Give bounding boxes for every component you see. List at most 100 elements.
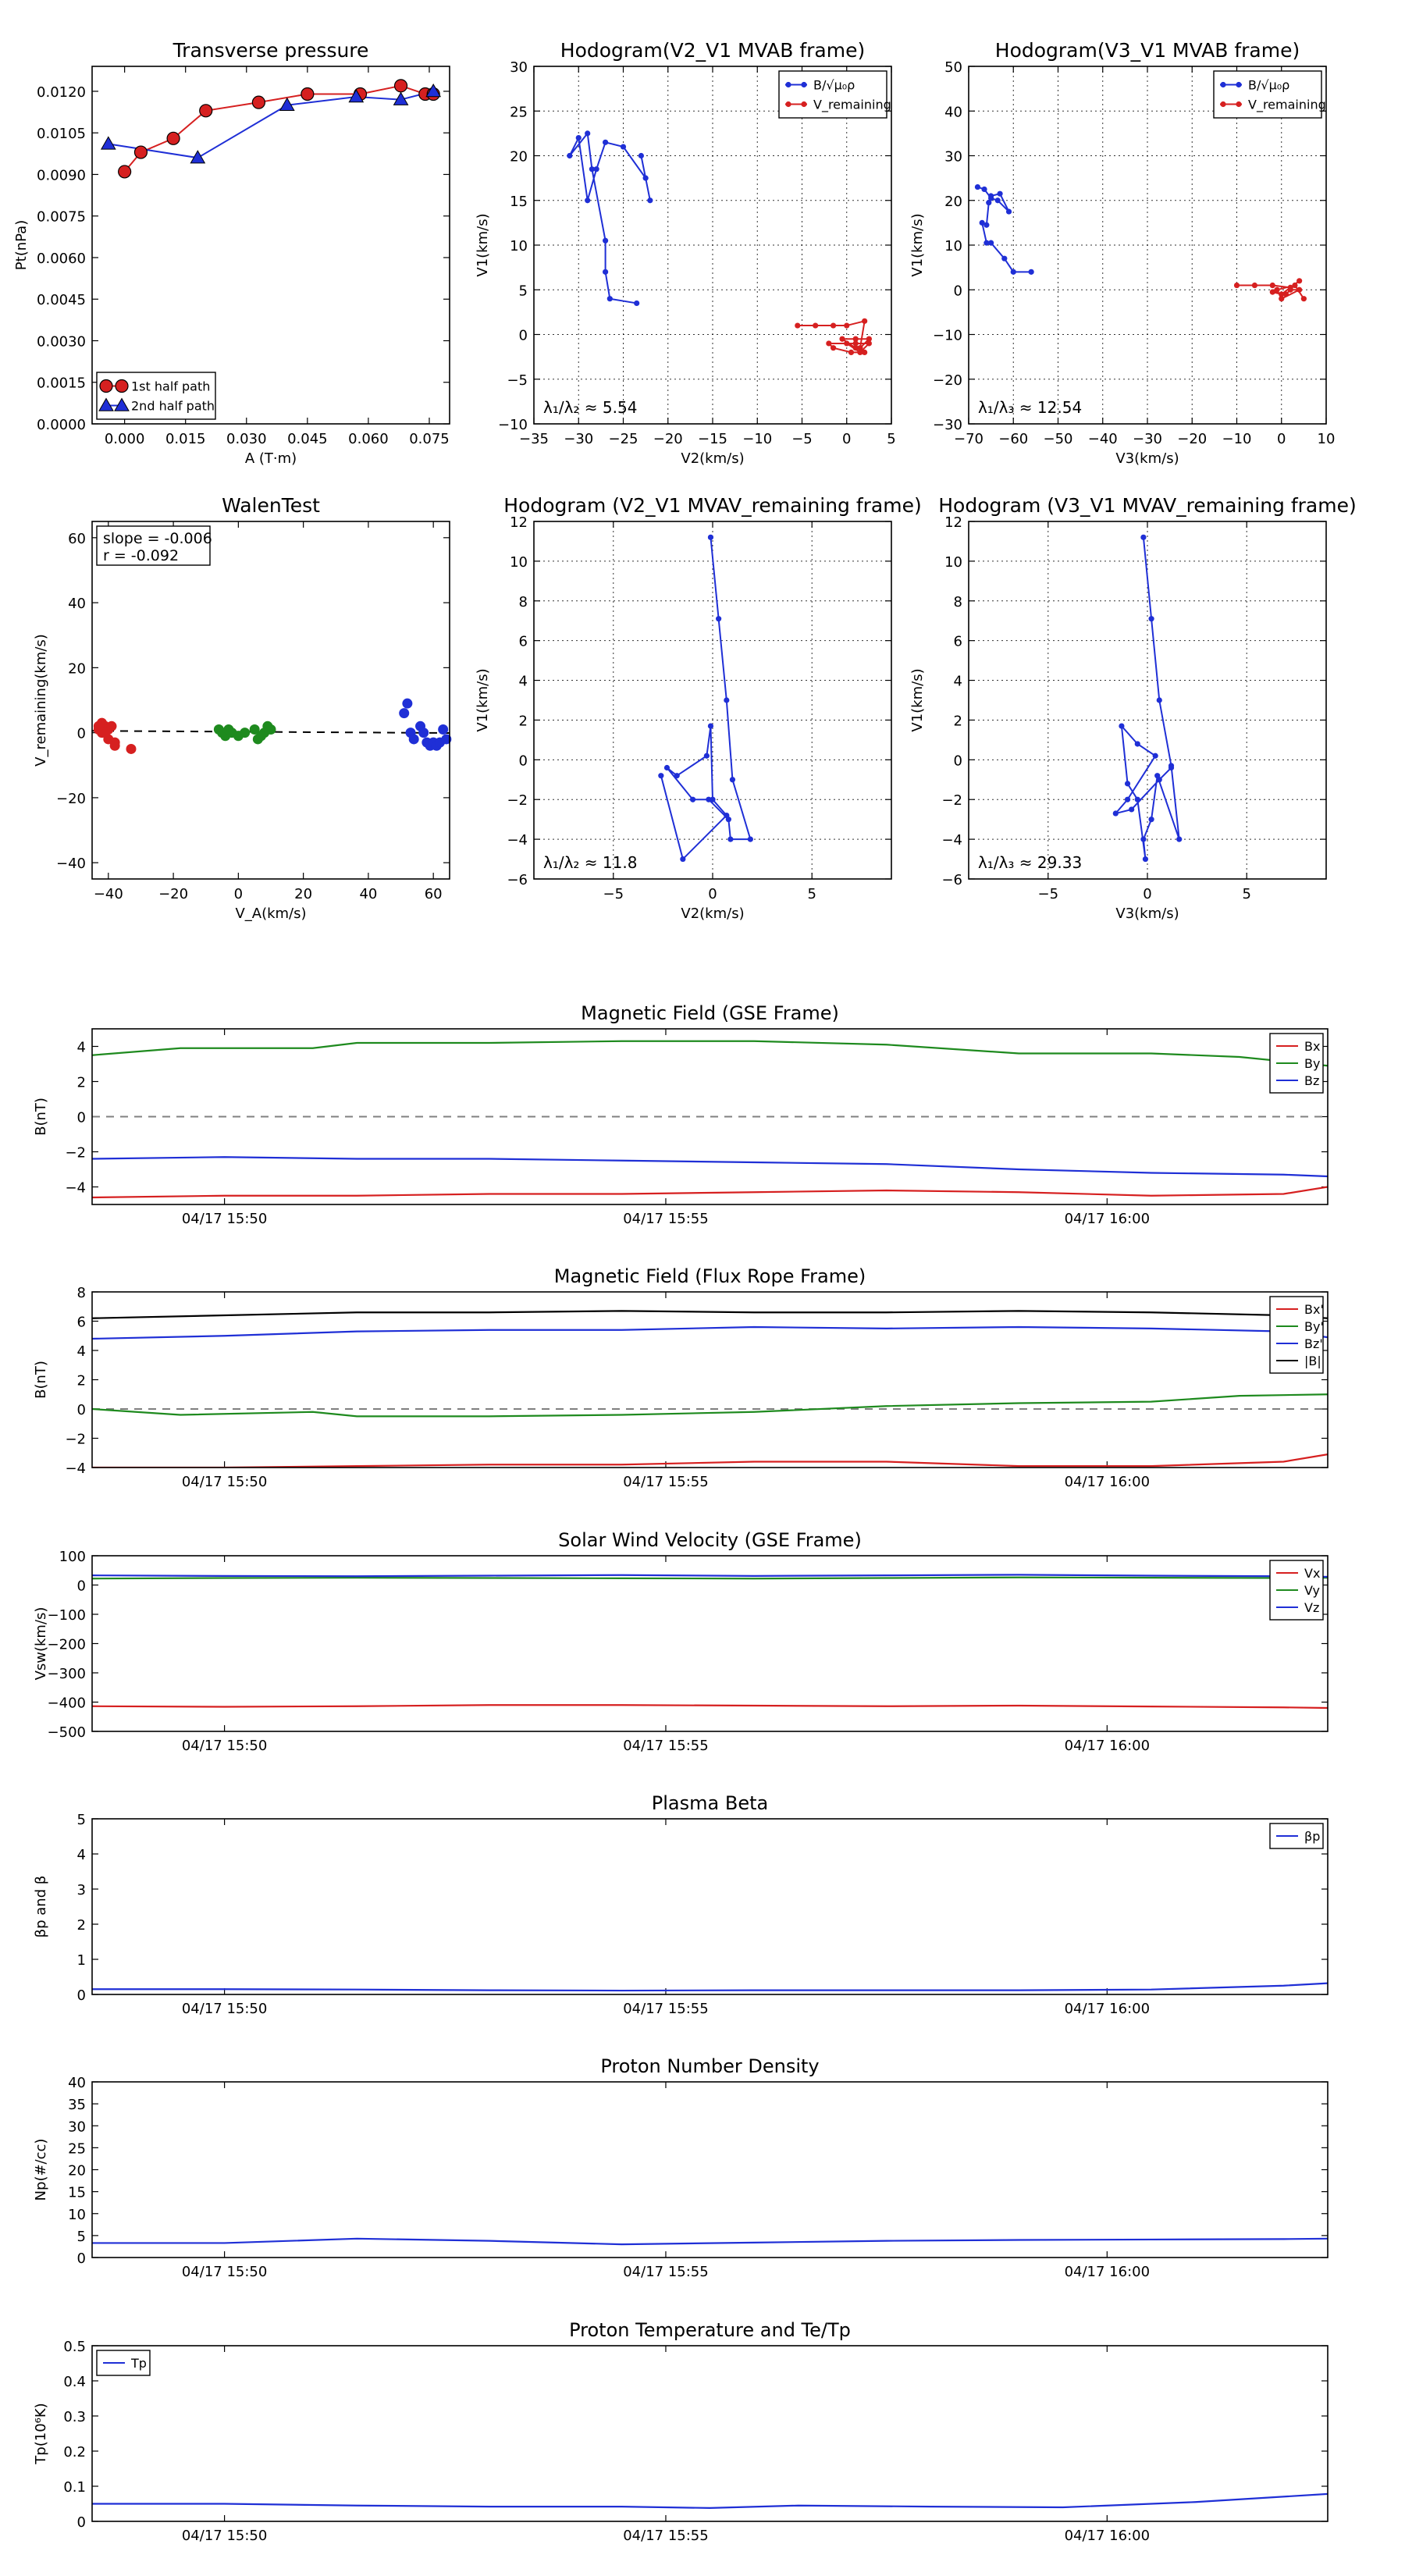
hodo1-series-b--point	[606, 296, 613, 302]
hodo1-series-b--point	[585, 197, 591, 204]
walen-series-s0-point	[126, 743, 137, 754]
hodo1-legend-label: V_remaining	[813, 98, 891, 113]
hodo2-xtick-label: −70	[954, 431, 984, 447]
temp-ytick-label: 0.2	[63, 2444, 86, 2460]
bfr-ytick-label: −2	[65, 1432, 86, 1448]
tp-series-1st-half-path-point	[301, 87, 315, 101]
np-frame	[91, 2081, 1329, 2258]
hodo3-series-s0-point	[716, 616, 722, 622]
hodo2-xlabel: V3(km/s)	[1115, 450, 1179, 467]
hodo4-series-s0-point	[1129, 806, 1135, 813]
hodo4-xtick-label: 5	[1242, 886, 1250, 902]
hodo3-series-s0-point	[689, 796, 696, 802]
hodo2-legend-marker	[1220, 81, 1226, 88]
vsw-xtick-label: 04/17 15:50	[182, 1738, 267, 1754]
temp-series-tp-line	[92, 2492, 1328, 2510]
hodo1-ylabel: V1(km/s)	[475, 213, 491, 276]
tp-xtick-label: 0.060	[348, 431, 389, 447]
hodo2-series-v-remaining-point	[1274, 286, 1280, 293]
hodo3-series-s0-point	[680, 856, 686, 863]
vsw-series-vx-line	[92, 1704, 1328, 1710]
hodo1-series-v-remaining-point	[852, 345, 859, 351]
vsw-ytick-label: −100	[48, 1607, 86, 1624]
bgse-ytick-label: 4	[77, 1040, 86, 1056]
hodo1-series-v-remaining-point	[813, 322, 819, 329]
beta-ylabel: βp and β	[33, 1876, 49, 1938]
hodo1-annotation: λ₁/λ₂ ≈ 5.54	[543, 398, 637, 417]
walen-series-s1-point	[249, 724, 260, 735]
hodo2-series-b--point	[984, 222, 990, 228]
hodo3-ytick-label: 8	[519, 594, 528, 610]
hodo2-series-v-remaining-point	[1279, 296, 1285, 302]
hodo2-xtick-label: −10	[1222, 431, 1252, 447]
beta-ytick-label: 5	[77, 1812, 86, 1828]
hodo2-series-b--point	[986, 200, 992, 206]
hodo1-series-v-remaining-point	[862, 349, 868, 355]
hodo2-annotation: λ₁/λ₃ ≈ 12.54	[978, 398, 1082, 417]
hodo2-series-b--point	[974, 183, 981, 190]
bgse-legend-label: Bx	[1304, 1039, 1320, 1054]
walen-series-s2-point	[418, 728, 429, 738]
hodo3-series-s0-point	[703, 753, 710, 759]
walen-series-s0-point	[100, 728, 111, 738]
tp-legend-marker	[114, 397, 130, 411]
hodo1-series-b--point	[589, 166, 596, 173]
bfr-series-bx--line	[92, 1453, 1328, 1468]
hodo2-series-b--point	[1028, 269, 1034, 275]
hodo1-series-b--point	[603, 237, 609, 244]
beta-title: Plasma Beta	[652, 1792, 768, 1814]
hodo2-legend-label: B/√μ₀ρ	[1248, 78, 1289, 93]
hodo2-xtick-label: −20	[1177, 431, 1207, 447]
np-series-np-line	[92, 2237, 1328, 2246]
walen-ytick-label: 0	[77, 726, 86, 742]
hodo2-series-b--point	[997, 190, 1003, 197]
np-ylabel: Np(#/cc)	[33, 2139, 49, 2201]
hodo3-series-s0-point	[707, 534, 714, 540]
hodo2-ytick-label: −30	[933, 417, 962, 433]
hodo3-ytick-label: 6	[519, 634, 528, 650]
beta-xtick-label: 04/17 16:00	[1065, 2001, 1150, 2017]
bfr-ytick-label: −4	[65, 1461, 86, 1477]
hodo3-series-s0-point	[658, 773, 664, 779]
tp-ytick-label: 0.0045	[37, 292, 86, 308]
hodo3-annotation: λ₁/λ₂ ≈ 11.8	[543, 853, 637, 872]
vsw-xtick-label: 04/17 16:00	[1065, 1738, 1150, 1754]
tp-series-2nd-half-path-point	[393, 91, 409, 105]
hodo4-ytick-label: 2	[954, 713, 962, 729]
hodo1-title: Hodogram(V2_V1 MVAB frame)	[560, 39, 865, 62]
hodo2-series-b--point	[994, 197, 1001, 204]
np-xtick-label: 04/17 15:50	[182, 2264, 267, 2280]
bfr-series--b--line	[92, 1310, 1328, 1319]
hodo1-series-b--point	[603, 269, 609, 275]
tp-series-1st-half-path-point	[251, 95, 265, 109]
hodo2-series-v-remaining-point	[1297, 278, 1303, 284]
hodo1-series-v-remaining-point	[852, 340, 859, 347]
np-ytick-label: 20	[68, 2163, 86, 2179]
vsw-ytick-label: 0	[77, 1578, 86, 1595]
hodo4-series-group	[1113, 537, 1180, 859]
hodo4-series-s0-point	[1176, 836, 1183, 842]
hodo4-series-s0-point	[1168, 764, 1175, 771]
hodo1-series-b--point	[585, 130, 591, 137]
hodo1-xtick-label: −35	[519, 431, 549, 447]
hodo2-ytick-label: 40	[944, 104, 962, 120]
walen-series-s2-point	[408, 734, 419, 745]
hodo2-ytick-label: 50	[944, 59, 962, 76]
hodo1-series-v-remaining-point	[857, 345, 863, 351]
tp-series-2nd-half-path-point	[190, 150, 206, 164]
hodo3-ytick-label: −4	[507, 832, 528, 849]
hodo4-frame	[968, 521, 1327, 880]
bfr-ytick-label: 2	[77, 1373, 86, 1389]
hodo1-series-b--point	[567, 152, 573, 159]
hodo3-series-s0-point	[663, 764, 670, 771]
tp-series-2nd-half-path-point	[425, 83, 442, 98]
beta-series-group	[92, 1982, 1328, 1992]
hodo1-xtick-label: −30	[564, 431, 593, 447]
walen-ytick-label: 60	[68, 531, 86, 547]
vsw-series-group	[92, 1574, 1328, 1710]
hodo4-series-s0-point	[1142, 856, 1149, 863]
hodo1-legend-label: B/√μ₀ρ	[813, 78, 855, 93]
hodo3-ytick-label: −2	[507, 792, 528, 809]
tp-xtick-label: 0.045	[287, 431, 328, 447]
hodo1-xtick-label: −5	[791, 431, 813, 447]
